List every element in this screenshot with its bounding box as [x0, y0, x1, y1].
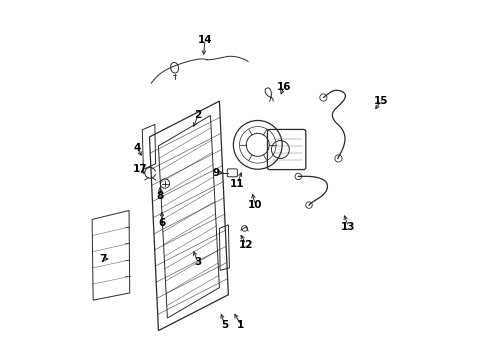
Text: 7: 7 — [99, 254, 106, 264]
Text: 6: 6 — [158, 218, 165, 228]
Text: 8: 8 — [156, 191, 163, 201]
Text: 2: 2 — [194, 111, 201, 121]
Text: 17: 17 — [133, 164, 147, 174]
Text: 13: 13 — [341, 222, 355, 231]
Text: 1: 1 — [237, 320, 244, 330]
Text: 9: 9 — [212, 168, 219, 178]
Text: 14: 14 — [197, 35, 212, 45]
Text: 3: 3 — [194, 257, 201, 267]
Text: 12: 12 — [239, 239, 253, 249]
Text: 10: 10 — [247, 200, 262, 210]
Text: 5: 5 — [221, 320, 228, 330]
Text: 11: 11 — [230, 179, 244, 189]
Text: 15: 15 — [373, 96, 387, 106]
Text: 4: 4 — [133, 143, 141, 153]
Text: 16: 16 — [276, 82, 290, 92]
